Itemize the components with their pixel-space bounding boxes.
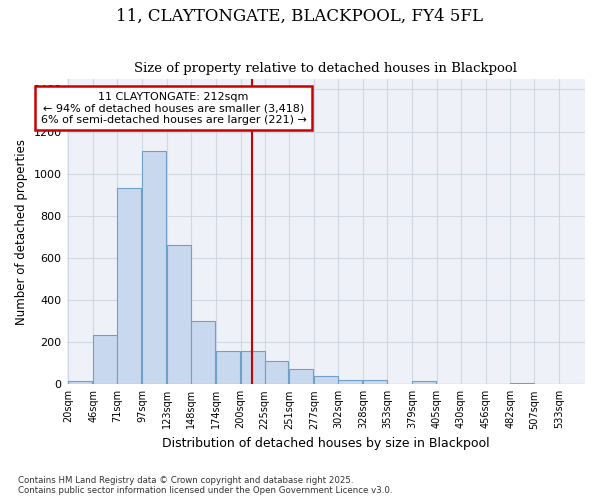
Bar (117, 188, 141, 384)
Bar (412, 381, 436, 384)
Y-axis label: Number of detached properties: Number of detached properties (15, 138, 28, 324)
Bar (314, 376, 338, 384)
Bar (511, 382, 535, 384)
X-axis label: Distribution of detached houses by size in Blackpool: Distribution of detached houses by size … (162, 437, 490, 450)
Bar (167, 246, 191, 384)
Bar (241, 351, 265, 384)
Bar (265, 361, 289, 384)
Bar (142, 150, 166, 384)
Bar (191, 321, 215, 384)
Text: 11, CLAYTONGATE, BLACKPOOL, FY4 5FL: 11, CLAYTONGATE, BLACKPOOL, FY4 5FL (116, 8, 484, 24)
Bar (338, 380, 362, 384)
Text: Contains HM Land Registry data © Crown copyright and database right 2025.
Contai: Contains HM Land Registry data © Crown c… (18, 476, 392, 495)
Bar (289, 369, 313, 384)
Text: 11 CLAYTONGATE: 212sqm
← 94% of detached houses are smaller (3,418)
6% of semi-d: 11 CLAYTONGATE: 212sqm ← 94% of detached… (41, 92, 307, 125)
Bar (216, 350, 239, 384)
Title: Size of property relative to detached houses in Blackpool: Size of property relative to detached ho… (134, 62, 517, 75)
Bar (94, 335, 117, 384)
Bar (68, 381, 92, 384)
Bar (363, 380, 387, 384)
